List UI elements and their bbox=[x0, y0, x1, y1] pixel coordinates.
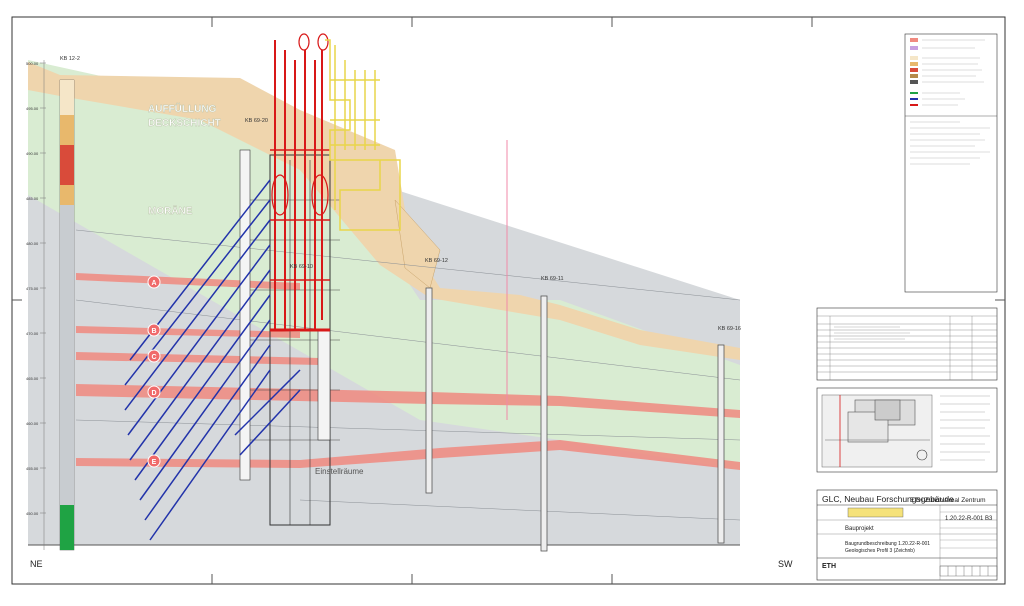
document-number: 1.20.22-R-001 B3 bbox=[945, 516, 993, 522]
elevation-label: 465.00 bbox=[26, 376, 39, 381]
section-drawing: 500.00 495.00 490.00 485.00 480.00 475.00 470.… bbox=[26, 33, 741, 552]
layer-label-moraine: MORÄNE bbox=[148, 204, 193, 217]
marker-circle bbox=[147, 349, 161, 363]
elevation-label: 495.00 bbox=[26, 106, 39, 111]
site-plan bbox=[816, 387, 998, 473]
frame-ticks bbox=[12, 17, 1005, 584]
marker-circle bbox=[147, 323, 161, 337]
marker-circles: A B C D E bbox=[147, 275, 161, 468]
borehole-label: KB 69-16 bbox=[718, 326, 741, 332]
layer-label-topsoil: DECKSCHICHT bbox=[148, 118, 221, 129]
marker-circle bbox=[147, 385, 161, 399]
borehole-label: KB 12-2 bbox=[60, 56, 80, 62]
elevation-label: 500.00 bbox=[26, 61, 39, 66]
orientation-left: NE bbox=[30, 559, 43, 569]
eth-logo: ETH bbox=[822, 563, 836, 570]
axis-bubbles bbox=[271, 33, 329, 216]
marker-label: D bbox=[151, 390, 156, 397]
red-piles bbox=[270, 40, 330, 332]
boreholes-right bbox=[425, 287, 725, 552]
elevation-label: 485.00 bbox=[26, 196, 39, 201]
marker-label: A bbox=[151, 280, 156, 287]
layer-labels: AUFFÜLLUNG DECKSCHICHT MORÄNE bbox=[148, 102, 221, 217]
elevation-label: 475.00 bbox=[26, 286, 39, 291]
borehole-label: KB 69-11 bbox=[541, 276, 564, 282]
elevation-label: 470.00 bbox=[26, 331, 39, 336]
layer-label-lower: Einstellräume bbox=[315, 467, 364, 476]
elevation-label: 490.00 bbox=[26, 151, 39, 156]
elevation-label: 455.00 bbox=[26, 466, 39, 471]
marker-circle bbox=[147, 454, 161, 468]
title-block bbox=[816, 489, 998, 581]
client-name: ETH Zürich Areal Zentrum bbox=[910, 497, 986, 504]
marker-label: C bbox=[151, 354, 156, 361]
strata-lines bbox=[28, 229, 741, 546]
borehole-label: KB 69-10 bbox=[290, 264, 313, 270]
elevation-label: 460.00 bbox=[26, 421, 39, 426]
borehole-label: KB 69-20 bbox=[245, 118, 268, 124]
marker-label: B bbox=[151, 328, 156, 335]
marker-label: E bbox=[152, 459, 157, 466]
elevation-label: 480.00 bbox=[26, 241, 39, 246]
revision-table bbox=[816, 307, 998, 381]
drawing-title-line-1: Baugrundbeschreibung 1.20.22-R-001 bbox=[845, 541, 930, 547]
project-title: GLC, Neubau Forschungsgebäude bbox=[822, 494, 954, 504]
borehole-column-left bbox=[59, 79, 75, 551]
elevation-label: 450.00 bbox=[26, 511, 39, 516]
borehole-label: KB 69-12 bbox=[425, 258, 448, 264]
orientation-right: SW bbox=[778, 559, 793, 569]
existing-building-outline bbox=[325, 39, 401, 231]
phase-label: Bauprojekt bbox=[845, 526, 874, 532]
elevation-labels: 500.00 495.00 490.00 485.00 480.00 475.00 470.… bbox=[26, 61, 46, 516]
legend-box bbox=[904, 33, 998, 293]
borehole-labels: KB 12-2 KB 69-20 KB 69-10 KB 69-12 KB 69… bbox=[60, 56, 741, 332]
drawing-title-line-2: Geologisches Profil 3 (Zeichnb) bbox=[845, 548, 915, 554]
layer-label-fill: AUFFÜLLUNG bbox=[148, 102, 217, 115]
layer-fill bbox=[28, 62, 740, 360]
marker-circle bbox=[147, 275, 161, 289]
